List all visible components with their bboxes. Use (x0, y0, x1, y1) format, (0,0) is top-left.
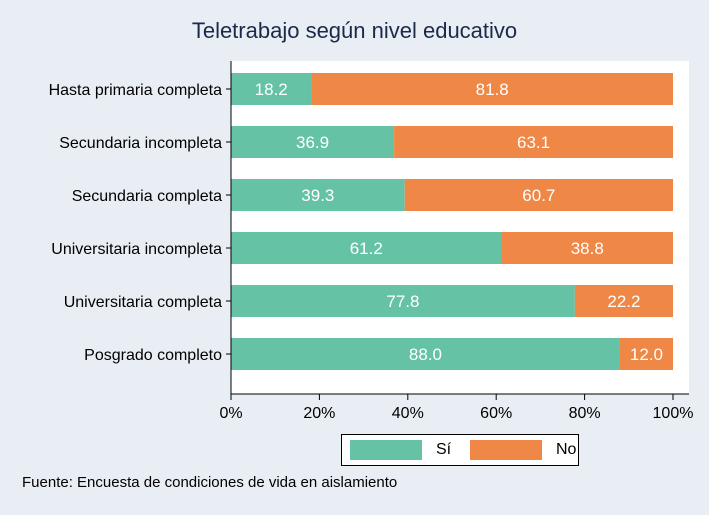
legend-label-si: Sí (436, 441, 452, 458)
data-label-si-3: 61.2 (350, 239, 383, 258)
bar-si-4 (231, 285, 575, 317)
x-tick-label-2: 40% (392, 405, 424, 422)
y-tick-label-5: Posgrado completo (84, 347, 222, 364)
bar-no-2 (404, 179, 673, 211)
x-tick-label-3: 60% (480, 405, 512, 422)
bar-group: 18.2 81.8 36.9 63.1 39.3 60.7 61.2 38.8 77.8 22.2… (231, 73, 673, 370)
bar-si-3 (231, 232, 502, 264)
legend-item-no: No (470, 440, 576, 460)
y-axis-labels: Hasta primaria completa Secundaria incomp… (49, 82, 231, 364)
data-label-si-2: 39.3 (301, 186, 334, 205)
data-label-si-5: 88.0 (409, 345, 442, 364)
bar-no-3 (501, 232, 673, 264)
y-tick-label-4: Universitaria completa (64, 294, 222, 311)
bar-si-0 (231, 73, 312, 105)
x-axis: 0% 20% 40% 60% 80% 100% (219, 394, 693, 422)
y-tick-label-2: Secundaria completa (72, 188, 222, 205)
legend: Sí No (341, 434, 579, 466)
data-label-si-0: 18.2 (255, 80, 288, 99)
bar-si-1 (231, 126, 395, 158)
data-label-si-1: 36.9 (296, 133, 329, 152)
chart-title: Teletrabajo según nivel educativo (191, 18, 518, 43)
bar-no-0 (311, 73, 673, 105)
data-label-no-1: 63.1 (517, 133, 550, 152)
bar-no-5 (619, 338, 673, 370)
data-label-no-0: 81.8 (476, 80, 509, 99)
bar-si-2 (231, 179, 405, 211)
y-tick-label-3: Universitaria incompleta (51, 241, 222, 258)
data-label-no-3: 38.8 (571, 239, 604, 258)
bar-no-1 (394, 126, 673, 158)
bar-si-5 (231, 338, 620, 370)
data-label-no-2: 60.7 (522, 186, 555, 205)
x-tick-label-4: 80% (569, 405, 601, 422)
data-label-si-4: 77.8 (386, 292, 419, 311)
source-note: Fuente: Encuesta de condiciones de vida … (22, 474, 398, 491)
y-tick-label-1: Secundaria incompleta (59, 135, 222, 152)
data-label-no-5: 12.0 (630, 345, 663, 364)
x-tick-label-1: 20% (303, 405, 335, 422)
legend-swatch-no (470, 440, 542, 460)
y-tick-label-0: Hasta primaria completa (49, 82, 223, 99)
x-tick-label-0: 0% (219, 405, 242, 422)
data-label-no-4: 22.2 (607, 292, 640, 311)
bar-no-4 (574, 285, 673, 317)
x-tick-label-5: 100% (653, 405, 694, 422)
legend-swatch-si (350, 440, 422, 460)
legend-label-no: No (556, 441, 577, 458)
legend-item-si: Sí (350, 440, 451, 460)
